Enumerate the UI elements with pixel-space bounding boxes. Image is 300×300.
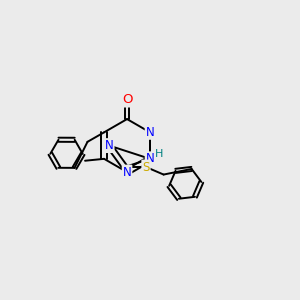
Text: N: N (105, 139, 114, 152)
Text: N: N (123, 166, 131, 178)
Text: O: O (122, 93, 132, 106)
Text: H: H (155, 148, 164, 158)
Text: N: N (146, 126, 154, 139)
Text: S: S (142, 160, 150, 173)
Text: N: N (146, 152, 154, 165)
